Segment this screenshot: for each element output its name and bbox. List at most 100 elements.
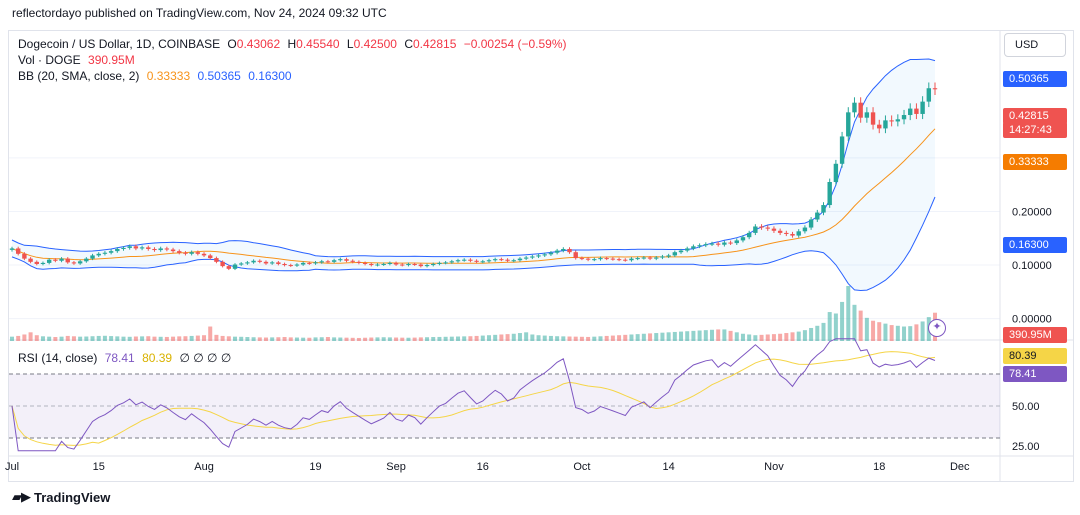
candle-body [282, 263, 287, 266]
time-axis-label: Oct [573, 461, 590, 473]
tradingview-footer[interactable]: ▰▶ TradingView [12, 489, 110, 505]
volume-bar [301, 337, 306, 341]
volume-bar [369, 337, 374, 341]
volume-bar [902, 326, 907, 341]
volume-bar [350, 337, 355, 341]
volume-bar [734, 332, 739, 341]
volume-bar [313, 337, 318, 341]
volume-bar [164, 336, 169, 341]
volume-bar [338, 337, 343, 341]
volume-bar [158, 336, 163, 341]
candle-body [920, 101, 925, 114]
volume-bar [257, 337, 262, 341]
legend-open-value: 0.43062 [236, 37, 281, 51]
candle-body [759, 226, 764, 228]
volume-bar [666, 332, 671, 341]
volume-bar [431, 337, 436, 341]
volume-bar [270, 337, 275, 341]
volume-bar [40, 336, 45, 341]
candle-body [753, 226, 758, 233]
price-axis-label: 0.00000 [1012, 314, 1052, 326]
volume-bar [635, 334, 640, 341]
legend-symbol-row: Dogecoin / US Dollar, 1D, COINBASE O0.43… [18, 36, 566, 52]
volume-bar [109, 336, 114, 341]
volume-bar [10, 336, 14, 341]
bb-fill [12, 59, 935, 291]
legend-rsi-label[interactable]: RSI (14, close) [18, 351, 98, 365]
legend-symbol[interactable]: Dogecoin / US Dollar, 1D, COINBASE [18, 37, 221, 51]
currency-button[interactable]: USD [1004, 33, 1066, 57]
volume-bar [740, 333, 745, 341]
volume-bar [840, 301, 845, 341]
volume-bar [833, 313, 838, 341]
candle-body [734, 240, 739, 244]
candle-body [40, 262, 46, 264]
volume-bar [691, 330, 696, 341]
volume-bar [567, 336, 572, 341]
volume-bar [96, 335, 101, 341]
candle-body [567, 248, 572, 253]
volume-bar [511, 333, 516, 341]
volume-bar [871, 320, 876, 341]
candle-body [127, 246, 132, 248]
candle-body [387, 262, 393, 264]
volume-bar [307, 337, 312, 341]
volume-bar [877, 322, 882, 341]
candle-body [517, 258, 523, 261]
legend-vol-label[interactable]: Vol · DOGE [18, 53, 81, 67]
volume-bar [802, 330, 807, 341]
legend-bb-label[interactable]: BB (20, SMA, close, 2) [18, 69, 140, 83]
candle-body [486, 260, 492, 262]
candle-body [9, 248, 15, 250]
candle-body [226, 266, 232, 269]
candle-body [115, 248, 120, 252]
candle-body [579, 258, 585, 260]
volume-bar [648, 333, 653, 341]
volume-bar [28, 332, 33, 341]
volume-bar [685, 331, 690, 341]
candle-body [455, 260, 461, 262]
volume-bar [16, 335, 21, 341]
volume-bar [233, 336, 238, 341]
candle-body [325, 261, 331, 263]
volume-bar [214, 334, 219, 341]
legend-high-value: 0.45540 [296, 37, 340, 51]
price-tag-bb-mid: 0.33333 [1003, 154, 1067, 170]
candle-body [499, 259, 504, 261]
candle-body [604, 258, 609, 260]
candle-body [864, 112, 870, 118]
volume-bar [815, 325, 820, 341]
volume-bar [152, 336, 157, 341]
candle-body [474, 260, 479, 262]
rsi-band-fill [9, 374, 1000, 438]
star-icon[interactable]: ✦ [928, 319, 946, 337]
candle-body [375, 264, 380, 266]
candle-body [592, 259, 597, 261]
volume-bar [796, 331, 801, 341]
candle-body [362, 262, 368, 264]
price-tag-countdown: 14:27:43 [1003, 122, 1067, 138]
candle-body [802, 227, 808, 232]
legend-vol-value: 390.95M [88, 53, 135, 67]
footer-brand: TradingView [34, 489, 111, 505]
legend-bb-upper: 0.50365 [197, 69, 241, 83]
volume-bar [579, 336, 584, 341]
time-axis-label: 15 [93, 461, 105, 473]
volume-bar [908, 326, 913, 341]
candle-body [505, 259, 510, 261]
time-axis-label: Dec [950, 461, 970, 473]
candle-body [239, 263, 244, 265]
volume-bar [146, 336, 151, 341]
volume-bar [387, 337, 392, 341]
candle-body [672, 252, 678, 256]
candle-body [22, 253, 27, 259]
candle-body [914, 108, 919, 114]
volume-bar [530, 334, 535, 341]
candle-body [263, 261, 269, 264]
candle-body [715, 243, 721, 245]
volume-bar [363, 337, 368, 341]
volume-bar [493, 334, 498, 341]
candle-body [245, 262, 250, 264]
volume-bar [171, 336, 176, 341]
